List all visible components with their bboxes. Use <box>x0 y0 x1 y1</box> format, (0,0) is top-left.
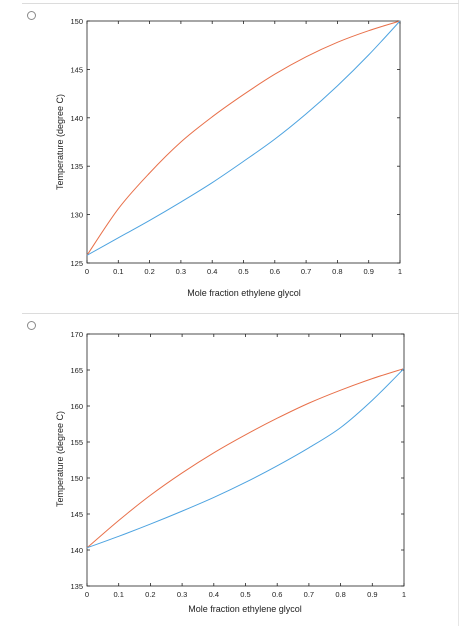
series-line-blue <box>86 20 401 256</box>
x-tick-label: 0.1 <box>113 267 123 276</box>
y-tick-label: 140 <box>70 546 83 555</box>
x-tick-label: 0 <box>85 267 89 276</box>
x-tick-label: 0 <box>85 590 89 599</box>
y-axis-ticks: 135 140 145 150 155 160 165 170 <box>70 330 404 591</box>
series-lines <box>86 20 401 256</box>
x-axis-ticks: 0 0.1 0.2 0.3 0.4 0.5 0.6 0.7 0.8 0.9 1 <box>85 334 406 599</box>
x-tick-label: 0.4 <box>209 590 219 599</box>
y-tick-label: 135 <box>70 582 83 591</box>
x-tick-label: 0.3 <box>176 267 186 276</box>
x-tick-label: 0.5 <box>240 590 250 599</box>
answer-option-2[interactable]: 135 140 145 150 155 160 165 170 0 0.1 0.2 0.3 0.4 0.… <box>0 313 467 626</box>
x-tick-label: 1 <box>398 267 402 276</box>
plot-area-frame <box>86 20 401 264</box>
x-tick-label: 1 <box>402 590 406 599</box>
y-tick-label: 150 <box>70 17 83 26</box>
y-tick-label: 170 <box>70 330 83 339</box>
x-tick-label: 0.7 <box>304 590 314 599</box>
x-tick-label: 0.8 <box>332 267 342 276</box>
x-tick-label: 0.4 <box>207 267 217 276</box>
x-axis-label: Mole fraction ethylene glycol <box>187 288 301 298</box>
x-tick-label: 0.8 <box>335 590 345 599</box>
x-tick-label: 0.9 <box>367 590 377 599</box>
divider <box>22 3 459 4</box>
x-tick-label: 0.2 <box>145 590 155 599</box>
x-axis-label: Mole fraction ethylene glycol <box>188 604 302 614</box>
y-tick-label: 125 <box>70 259 83 268</box>
divider <box>22 313 459 314</box>
y-tick-label: 135 <box>70 162 83 171</box>
y-tick-label: 150 <box>70 474 83 483</box>
y-tick-label: 145 <box>70 65 83 74</box>
series-lines <box>86 368 405 549</box>
x-tick-label: 0.9 <box>363 267 373 276</box>
plot-area-frame <box>86 333 405 587</box>
series-line-orange <box>86 368 405 549</box>
x-tick-label: 0.2 <box>144 267 154 276</box>
chart-option-1: 125 130 135 140 145 150 0 0.1 0.2 0.3 0.4 0.5 0.6 0.… <box>55 17 402 298</box>
x-tick-label: 0.6 <box>270 267 280 276</box>
y-tick-label: 140 <box>70 114 83 123</box>
radio-button-option-1[interactable] <box>27 11 36 20</box>
x-tick-label: 0.3 <box>177 590 187 599</box>
chart-option-2: 135 140 145 150 155 160 165 170 0 0.1 0.2 0.3 0.4 0.… <box>55 330 406 614</box>
y-tick-label: 145 <box>70 510 83 519</box>
series-line-blue <box>86 368 405 549</box>
y-axis-label: Temperature (degree C) <box>55 94 65 190</box>
series-line-orange <box>86 20 401 256</box>
y-tick-label: 160 <box>70 402 83 411</box>
x-tick-label: 0.7 <box>301 267 311 276</box>
radio-button-option-2[interactable] <box>27 321 36 330</box>
x-tick-label: 0.1 <box>113 590 123 599</box>
y-axis-label: Temperature (degree C) <box>55 411 65 507</box>
y-tick-label: 130 <box>70 211 83 220</box>
y-tick-label: 155 <box>70 438 83 447</box>
y-tick-label: 165 <box>70 366 83 375</box>
x-tick-label: 0.5 <box>238 267 248 276</box>
x-axis-ticks: 0 0.1 0.2 0.3 0.4 0.5 0.6 0.7 0.8 0.9 1 <box>85 21 402 276</box>
x-tick-label: 0.6 <box>272 590 282 599</box>
answer-option-1[interactable]: 125 130 135 140 145 150 0 0.1 0.2 0.3 0.4 0.5 0.6 0.… <box>0 0 467 316</box>
y-axis-ticks: 125 130 135 140 145 150 <box>70 17 400 268</box>
